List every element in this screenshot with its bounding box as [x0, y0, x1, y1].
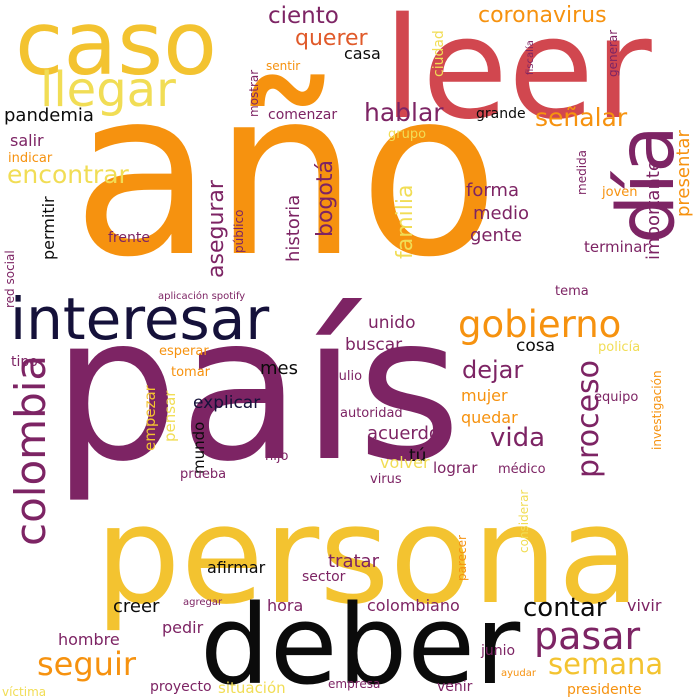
- word-tú: tú: [409, 446, 427, 466]
- word-gobierno: gobierno: [458, 303, 622, 346]
- word-caso: caso: [15, 0, 217, 95]
- word-investigación: investigación: [650, 370, 664, 450]
- word-país: país: [52, 273, 462, 506]
- word-explicar: explicar: [193, 393, 261, 413]
- word-tipo: tipo: [11, 354, 38, 370]
- word-prueba: prueba: [180, 467, 227, 482]
- word-quedar: quedar: [461, 408, 518, 427]
- word-grande: grande: [476, 106, 526, 122]
- word-dejar: dejar: [462, 356, 524, 384]
- word-bogotá: bogotá: [313, 160, 338, 237]
- word-querer: querer: [295, 26, 368, 51]
- word-mostrar: mostrar: [247, 69, 261, 117]
- word-señalar: señalar: [535, 103, 628, 132]
- word-salir: salir: [10, 131, 44, 150]
- word-equipo: equipo: [594, 390, 639, 405]
- word-vivir: vivir: [627, 596, 662, 615]
- word-cosa: cosa: [516, 336, 556, 356]
- word-casa: casa: [344, 44, 381, 63]
- word-pandemia: pandemia: [4, 105, 94, 126]
- word-frente: frente: [108, 230, 150, 246]
- word-fiscalía: fiscalía: [525, 40, 536, 75]
- word-virus: virus: [370, 472, 402, 487]
- word-hijo: hijo: [265, 449, 289, 464]
- word-joven: joven: [602, 185, 638, 200]
- word-interesar: interesar: [10, 285, 270, 353]
- word-esperar: esperar: [159, 344, 209, 359]
- word-junio: junio: [481, 643, 516, 659]
- word-llegar: llegar: [40, 62, 176, 118]
- word-considerar: considerar: [517, 489, 531, 553]
- word-mujer: mujer: [461, 386, 508, 405]
- word-gente: gente: [470, 225, 523, 246]
- word-proceso: proceso: [571, 359, 606, 478]
- word-policía: policía: [598, 340, 641, 355]
- word-volver: volver: [380, 453, 430, 472]
- word-grupo: grupo: [388, 127, 427, 142]
- word-creer: creer: [113, 596, 160, 617]
- word-comenzar: comenzar: [268, 107, 338, 123]
- word-familia: familia: [393, 184, 418, 259]
- word-empresa: empresa: [328, 677, 381, 691]
- word-tratar: tratar: [328, 551, 379, 572]
- word-tomar: tomar: [171, 365, 211, 380]
- word-venir: venir: [437, 679, 473, 695]
- word-semana: semana: [548, 647, 664, 681]
- word-autoridad: autoridad: [340, 406, 403, 421]
- word-leer: leer: [383, 0, 652, 151]
- word-proyecto: proyecto: [150, 679, 212, 695]
- word-pedir: pedir: [162, 618, 204, 637]
- word-sector: sector: [302, 569, 346, 585]
- word-agregar: agregar: [183, 597, 223, 608]
- word-medio: medio: [473, 203, 530, 224]
- word-historia: historia: [283, 194, 304, 262]
- word-presentar: presentar: [673, 130, 694, 217]
- word-contar: contar: [523, 593, 607, 623]
- word-red-social: red social: [3, 250, 17, 308]
- word-ayudar: ayudar: [501, 668, 536, 679]
- word-empezar: empezar: [141, 385, 159, 451]
- word-público: público: [232, 209, 246, 253]
- word-julio: julio: [335, 369, 363, 384]
- word-generar: generar: [606, 29, 620, 77]
- word-ciento: ciento: [268, 3, 339, 29]
- word-situación: situación: [218, 679, 286, 697]
- word-ciudad: ciudad: [431, 30, 447, 77]
- word-hora: hora: [267, 596, 304, 615]
- word-lograr: lograr: [433, 459, 478, 477]
- word-colombia: colombia: [6, 354, 55, 546]
- word-vida: vida: [490, 423, 546, 453]
- word-víctima: víctima: [2, 685, 47, 699]
- word-hombre: hombre: [58, 630, 120, 649]
- word-mes: mes: [260, 358, 298, 379]
- word-asegurar: asegurar: [204, 180, 229, 278]
- word-acuerdo: acuerdo: [367, 423, 440, 444]
- word-pasar: pasar: [534, 614, 641, 658]
- word-indicar: indicar: [8, 151, 53, 166]
- word-parecer: parecer: [455, 535, 469, 581]
- word-buscar: buscar: [345, 335, 403, 355]
- word-hablar: hablar: [364, 98, 444, 127]
- word-permitir: permitir: [39, 196, 58, 260]
- word-afirmar: afirmar: [207, 558, 266, 577]
- word-médico: médico: [498, 462, 546, 477]
- word-seguir: seguir: [37, 645, 136, 683]
- word-presidente: presidente: [567, 682, 642, 698]
- word-unido: unido: [368, 313, 416, 333]
- word-aplicación-spotify: aplicación spotify: [158, 291, 246, 302]
- word-coronavirus: coronavirus: [478, 3, 607, 28]
- word-sentir: sentir: [266, 59, 301, 73]
- word-forma: forma: [466, 180, 519, 201]
- word-pensar: pensar: [161, 390, 179, 442]
- word-persona: persona: [95, 477, 641, 634]
- word-año: año: [72, 41, 500, 308]
- word-medida: medida: [575, 150, 589, 195]
- word-terminar: terminar: [584, 238, 649, 256]
- word-deber: deber: [200, 581, 521, 700]
- word-colombiano: colombiano: [367, 596, 460, 615]
- word-encontrar: encontrar: [7, 160, 129, 189]
- word-tema: tema: [555, 284, 589, 299]
